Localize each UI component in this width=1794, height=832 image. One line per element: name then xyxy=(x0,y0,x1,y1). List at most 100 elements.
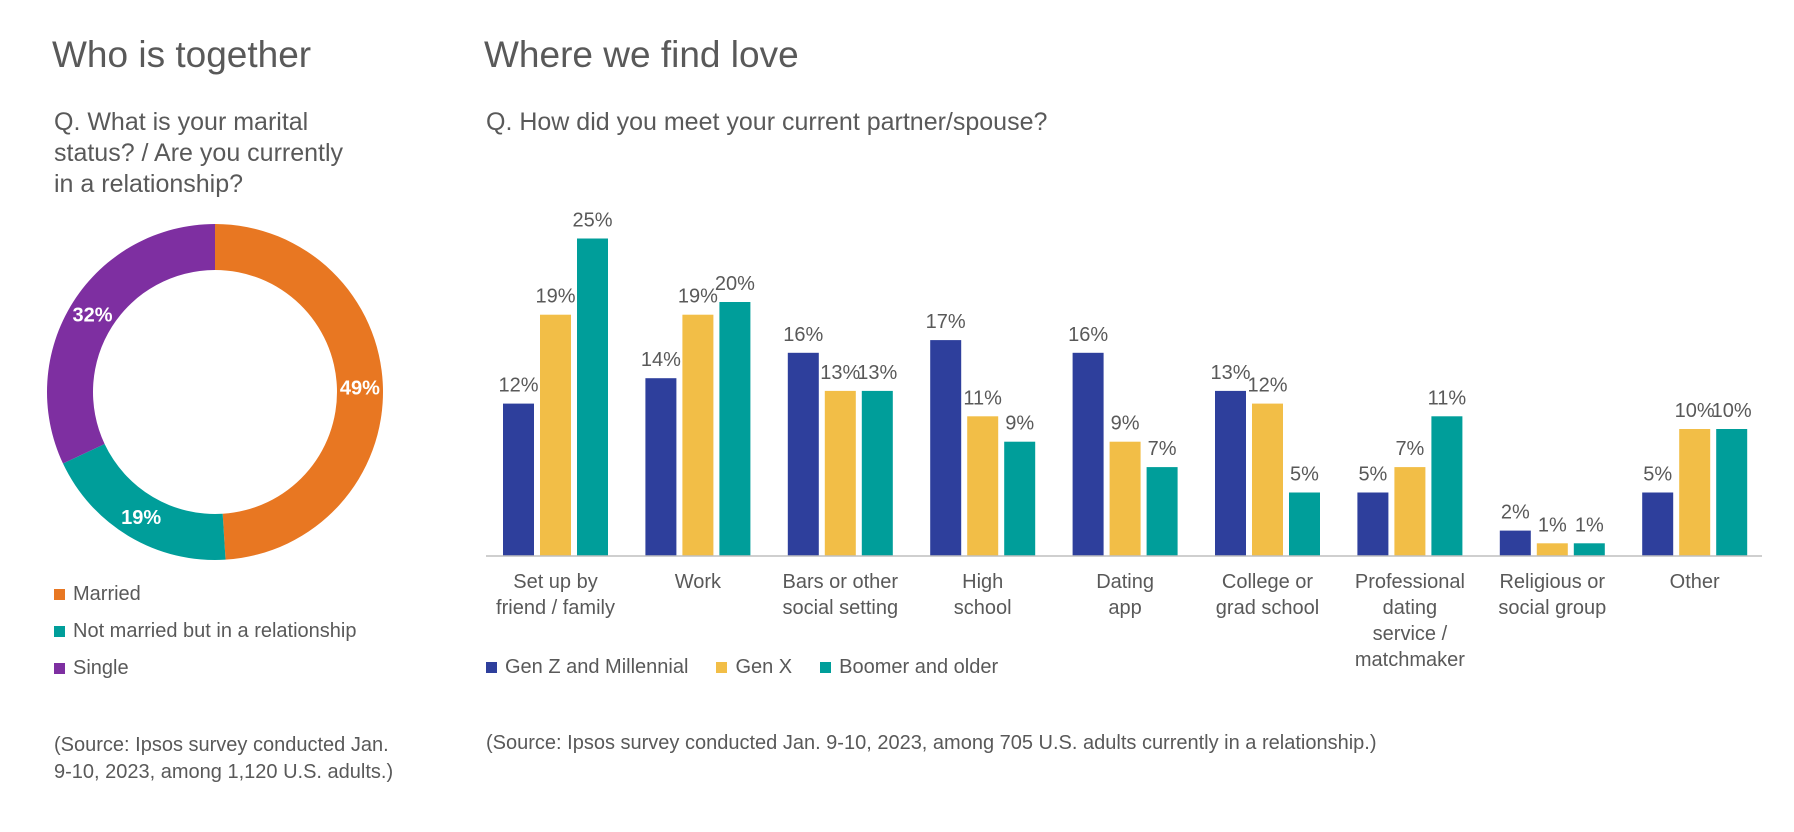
bar-value-label: 13% xyxy=(1210,362,1250,384)
legend-swatch-genx xyxy=(716,662,728,673)
left-question: Q. What is your marital status? / Are yo… xyxy=(54,107,343,200)
donut-chart: 49% 19% 32% xyxy=(46,223,384,560)
category-label: College or grad school xyxy=(1216,571,1319,619)
donut-slice-relationship xyxy=(62,443,226,560)
bar-value-label: 9% xyxy=(1005,413,1034,435)
bar-genx xyxy=(1394,467,1426,556)
bar-genx xyxy=(967,416,999,556)
left-question-line: in a relationship? xyxy=(54,170,244,198)
bar-chart: 12%19%25%14%19%20%16%13%13%17%11%9%16%9%… xyxy=(486,210,1762,671)
left-panel-title: Who is together xyxy=(52,34,312,75)
bar-value-label: 2% xyxy=(1501,502,1530,524)
bar-boomer xyxy=(577,238,608,556)
legend-item-genz: Gen Z and Millennial xyxy=(486,656,688,679)
bar-boomer xyxy=(1146,467,1178,556)
legend-item-genx: Gen X xyxy=(716,656,792,679)
bar-value-label: 5% xyxy=(1358,464,1387,486)
category-label: Religious or social group xyxy=(1498,571,1606,619)
bar-genz xyxy=(1642,492,1674,556)
left-source: (Source: Ipsos survey conducted Jan. 9-1… xyxy=(54,732,393,786)
bar-value-label: 10% xyxy=(1712,400,1752,422)
bar-value-label: 5% xyxy=(1643,464,1672,486)
bar-boomer xyxy=(861,390,893,556)
bar-genz xyxy=(787,352,819,556)
category-label: Dating app xyxy=(1096,571,1154,619)
bar-genz xyxy=(1357,492,1389,556)
bar-boomer xyxy=(719,302,751,556)
bar-boomer xyxy=(1573,543,1605,556)
left-question-line: status? / Are you currently xyxy=(54,139,344,167)
bar-genx xyxy=(1679,429,1711,556)
bar-value-label: 13% xyxy=(857,362,897,384)
donut-label-married: 49% xyxy=(340,377,380,399)
donut-label-single: 32% xyxy=(73,304,113,326)
bar-value-label: 12% xyxy=(498,375,538,397)
left-source-line: 9-10, 2023, among 1,120 U.S. adults.) xyxy=(54,761,394,783)
bar-genx xyxy=(1536,543,1568,556)
bar-value-label: 11% xyxy=(1428,387,1467,409)
bar-value-label: 14% xyxy=(641,349,681,371)
bar-boomer xyxy=(1289,492,1320,556)
right-panel-title: Where we find love xyxy=(484,34,799,75)
bar-value-label: 9% xyxy=(1111,413,1140,435)
bar-boomer xyxy=(1716,429,1748,556)
category-label: High school xyxy=(954,571,1012,619)
legend-swatch-genz xyxy=(486,662,497,673)
right-question: Q. How did you meet your current partner… xyxy=(486,108,1048,136)
legend-item-married: Married xyxy=(54,580,356,608)
bar-value-label: 5% xyxy=(1290,464,1319,486)
legend-item-boomer: Boomer and older xyxy=(820,656,998,679)
legend-swatch-relationship xyxy=(54,625,65,637)
bar-genz xyxy=(1499,530,1531,556)
bar-value-label: 12% xyxy=(1247,375,1287,397)
bar-value-label: 20% xyxy=(715,273,755,295)
category-label: Bars or other social setting xyxy=(782,571,898,619)
bar-value-label: 1% xyxy=(1538,514,1567,536)
bar-genx xyxy=(1252,403,1283,556)
donut-slices: 49% 19% 32% xyxy=(46,223,384,560)
legend-label: Not married but in a relationship xyxy=(73,619,357,642)
bar-genz xyxy=(645,378,677,556)
bar-marks: 12%19%25%14%19%20%16%13%13%17%11%9%16%9%… xyxy=(498,210,1752,556)
bar-boomer xyxy=(1004,441,1036,556)
bar-value-label: 7% xyxy=(1148,438,1177,460)
bar-genx xyxy=(682,314,714,556)
bar-value-label: 7% xyxy=(1395,438,1424,460)
bar-value-label: 17% xyxy=(926,311,966,333)
bar-genz xyxy=(1215,390,1246,556)
bar-legend: Gen Z and Millennial Gen X Boomer and ol… xyxy=(486,656,998,679)
bar-value-label: 16% xyxy=(783,324,823,346)
donut-legend: Married Not married but in a relationshi… xyxy=(54,580,356,682)
bar-genx xyxy=(824,390,856,556)
bar-genx xyxy=(1109,441,1141,556)
bar-value-label: 19% xyxy=(678,286,718,308)
bar-boomer xyxy=(1431,416,1463,556)
bar-genx xyxy=(540,314,571,556)
bar-value-label: 1% xyxy=(1575,514,1604,536)
bar-genz xyxy=(503,403,534,556)
legend-label: Single xyxy=(73,656,129,679)
donut-slice-single xyxy=(46,224,216,464)
bar-genz xyxy=(1072,352,1104,556)
donut-slice-married xyxy=(215,223,384,560)
bar-value-label: 11% xyxy=(963,387,1002,409)
bar-value-label: 10% xyxy=(1675,400,1715,422)
bar-value-label: 16% xyxy=(1068,324,1108,346)
right-source: (Source: Ipsos survey conducted Jan. 9-1… xyxy=(486,732,1377,754)
legend-label: Married xyxy=(73,582,141,605)
donut-label-relationship: 19% xyxy=(121,507,161,529)
category-label: Professional dating service / matchmaker xyxy=(1355,571,1465,671)
category-label: Set up by friend / family xyxy=(496,571,615,619)
legend-label: Boomer and older xyxy=(839,656,999,678)
category-labels: Set up by friend / family Work Bars or othe… xyxy=(496,571,1720,671)
legend-label: Gen X xyxy=(735,656,793,678)
bar-value-label: 13% xyxy=(820,362,860,384)
legend-item-relationship: Not married but in a relationship xyxy=(54,617,356,645)
bar-genz xyxy=(930,340,962,556)
left-question-line: Q. What is your marital xyxy=(54,108,309,136)
category-label: Work xyxy=(675,571,722,593)
legend-swatch-boomer xyxy=(820,662,832,673)
legend-item-single: Single xyxy=(54,654,356,682)
legend-swatch-married xyxy=(54,588,65,600)
bar-value-label: 25% xyxy=(572,210,612,232)
